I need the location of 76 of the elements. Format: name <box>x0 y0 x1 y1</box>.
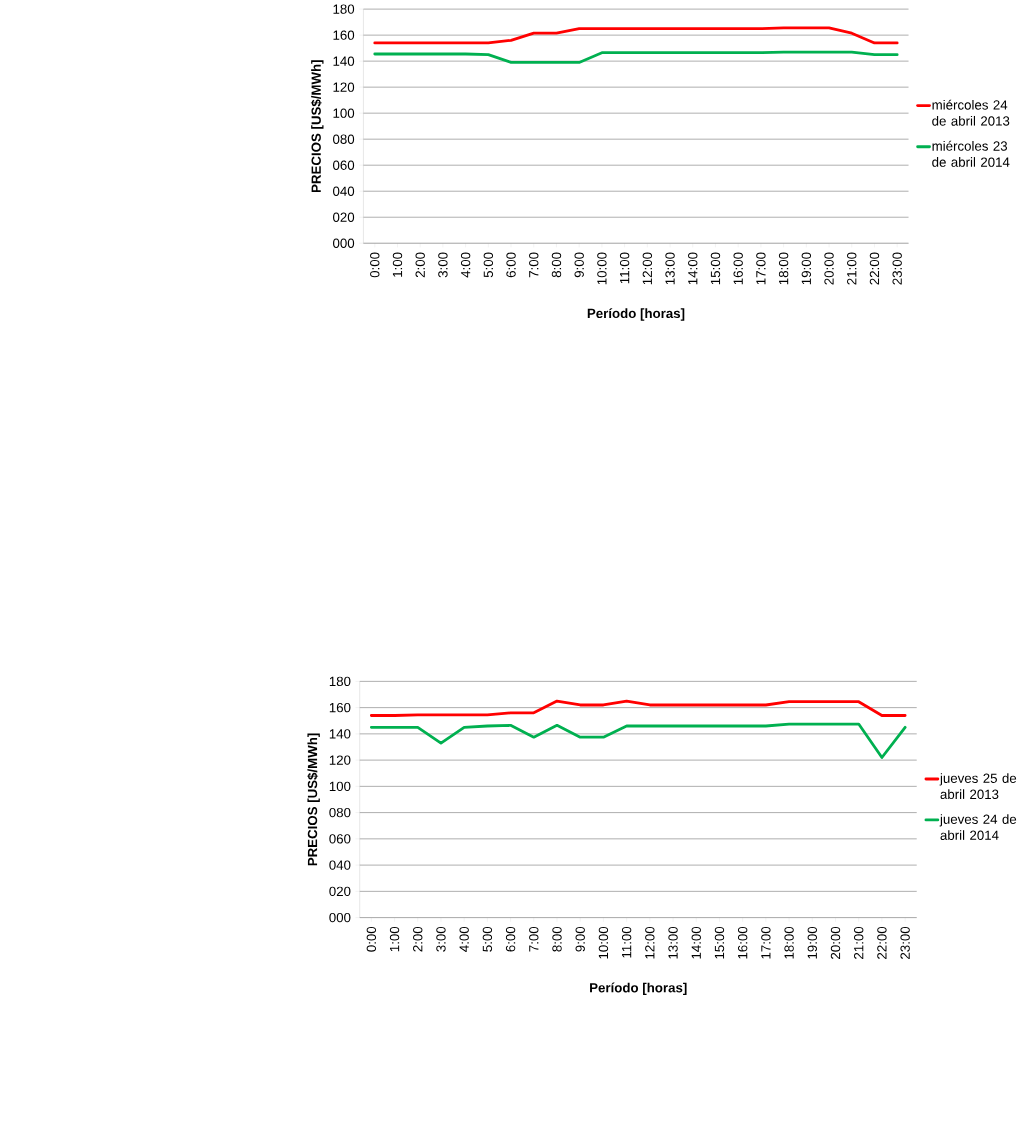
x-tick-label: 12:00 <box>642 252 653 285</box>
x-tick-label: 13:00 <box>668 926 678 959</box>
y-tick-label: 120 <box>330 755 351 765</box>
x-tick-label: 20:00 <box>830 926 841 959</box>
x-tick-label: 20:00 <box>824 252 834 285</box>
x-tick-label: 10:00 <box>598 926 609 959</box>
y-tick-label: 040 <box>329 860 351 870</box>
y-axis-title: PRECIOS [US$/MWh] <box>307 733 321 866</box>
x-tick-label: 12:00 <box>645 926 655 959</box>
legend-label: miércoles 24 de abril 2013 <box>932 99 1010 126</box>
x-tick-label: 2:00 <box>415 252 426 278</box>
x-tick-label: 8:00 <box>552 926 562 952</box>
y-tick-label: 080 <box>329 807 351 818</box>
x-tick-label: 3:00 <box>438 252 448 278</box>
x-tick-label: 15:00 <box>710 252 721 285</box>
x-tick-label: 5:00 <box>483 252 494 278</box>
x-tick-label: 16:00 <box>738 926 748 959</box>
x-tick-label: 23:00 <box>900 926 911 959</box>
x-tick-label: 7:00 <box>529 926 539 952</box>
x-tick-label: 13:00 <box>665 252 675 285</box>
x-tick-label: 3:00 <box>436 926 446 952</box>
x-tick-label: 15:00 <box>714 926 725 959</box>
x-tick-label: 4:00 <box>459 926 470 952</box>
x-tick-label: 11:00 <box>622 926 632 958</box>
y-tick-label: 020 <box>329 886 351 897</box>
x-tick-label: 21:00 <box>854 926 864 959</box>
y-tick-label: 040 <box>333 186 355 196</box>
y-tick-label: 160 <box>333 30 355 40</box>
x-tick-label: 11:00 <box>620 252 630 284</box>
x-tick-label: 9:00 <box>574 252 585 278</box>
x-tick-label: 19:00 <box>801 252 812 285</box>
x-tick-label: 0:00 <box>366 926 377 952</box>
legend-label: jueves 24 de abril 2014 <box>939 814 1017 840</box>
x-tick-label: 7:00 <box>529 252 539 278</box>
x-tick-label: 23:00 <box>892 252 903 285</box>
x-tick-label: 14:00 <box>688 252 698 285</box>
x-tick-label: 8:00 <box>551 252 562 278</box>
x-tick-label: 22:00 <box>869 252 880 285</box>
x-tick-label: 6:00 <box>506 252 516 278</box>
x-tick-label: 21:00 <box>847 252 857 285</box>
x-tick-label: 1:00 <box>392 252 403 277</box>
x-tick-label: 18:00 <box>779 252 789 285</box>
x-tick-label: 9:00 <box>575 926 586 952</box>
x-tick-label: 14:00 <box>691 926 702 959</box>
y-tick-label: 060 <box>333 160 355 170</box>
x-tick-label: 0:00 <box>370 252 380 278</box>
x-tick-label: 4:00 <box>461 252 471 278</box>
y-tick-label: 160 <box>330 702 351 713</box>
legend-label: miércoles 23 de abril 2014 <box>932 140 1010 167</box>
x-tick-label: 2:00 <box>413 926 423 952</box>
y-axis-title: PRECIOS [US$/MWh] <box>311 60 324 193</box>
y-tick-label: 140 <box>330 729 351 739</box>
x-tick-label: 17:00 <box>756 252 766 285</box>
y-tick-label: 120 <box>333 82 355 92</box>
y-tick-label: 100 <box>333 108 355 118</box>
x-axis-title: Período [horas] <box>590 982 687 996</box>
x-tick-label: 18:00 <box>784 926 794 959</box>
x-tick-label: 22:00 <box>877 926 887 959</box>
x-tick-label: 1:00 <box>390 926 400 952</box>
y-tick-label: 000 <box>329 912 351 923</box>
x-tick-label: 10:00 <box>597 252 607 285</box>
x-tick-label: 5:00 <box>482 926 493 952</box>
y-tick-label: 000 <box>333 238 355 248</box>
legend-label: jueves 25 de abril 2013 <box>939 773 1017 800</box>
y-tick-label: 100 <box>330 781 351 792</box>
y-tick-label: 180 <box>333 4 355 14</box>
x-tick-label: 19:00 <box>807 926 818 959</box>
x-tick-label: 6:00 <box>506 926 516 952</box>
x-tick-label: 17:00 <box>761 926 771 959</box>
x-tick-label: 16:00 <box>733 252 744 285</box>
y-tick-label: 080 <box>333 134 355 144</box>
y-tick-label: 180 <box>330 676 351 687</box>
y-tick-label: 020 <box>333 212 355 222</box>
y-tick-label: 140 <box>333 56 355 66</box>
y-tick-label: 060 <box>329 834 351 844</box>
x-axis-title: Período [horas] <box>587 308 685 321</box>
